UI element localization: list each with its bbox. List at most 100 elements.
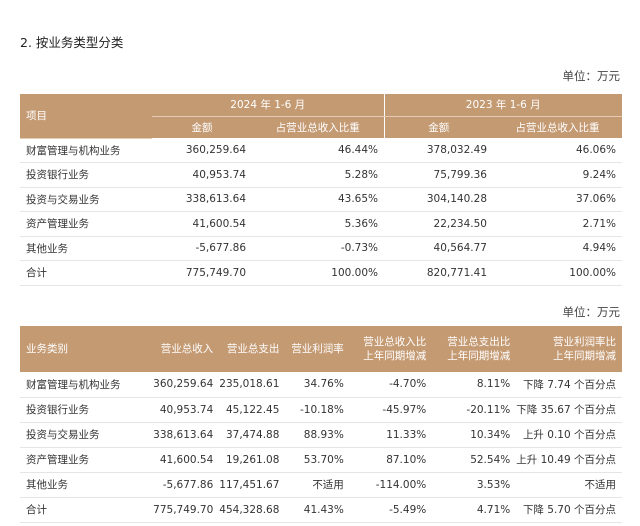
cost-change: -20.11%	[432, 397, 517, 423]
amount-2023: 304,140.28	[384, 187, 493, 212]
row-name: 合计	[20, 497, 140, 523]
margin: 不适用	[285, 472, 350, 498]
cost-change: 52.54%	[432, 447, 517, 473]
header-ratio-2023: 占营业总收入比重	[515, 121, 600, 134]
amount-2024: -5,677.86	[152, 236, 252, 261]
ratio-2023: 46.06%	[493, 138, 622, 163]
revenue-share-table: 项目 2024 年 1-6 月 2023 年 1-6 月 金额 占营业总收入比重…	[20, 94, 622, 286]
ratio-2024: 46.44%	[252, 138, 384, 163]
revenue-change: -4.70%	[349, 372, 433, 398]
header-revenue-change-line1: 营业总收入比	[363, 336, 427, 348]
revenue: 360,259.64	[139, 372, 220, 398]
row-name: 资产管理业务	[20, 447, 140, 473]
ratio-2023: 9.24%	[493, 162, 622, 188]
header-ratio-2024: 占营业总收入比重	[275, 121, 360, 134]
table-row-total: 合计 775,749.70 100.00% 820,771.41 100.00%	[20, 260, 622, 286]
table-row: 其他业务 -5,677.86 117,451.67 不适用 -114.00% 3…	[20, 472, 622, 498]
margin-change: 下降 35.67 个百分点	[516, 397, 622, 423]
table-row: 投资与交易业务 338,613.64 37,474.88 88.93% 11.3…	[20, 422, 622, 448]
margin-change: 上升 10.49 个百分点	[516, 447, 622, 473]
header-amount-2024: 金额	[191, 121, 213, 134]
revenue-change: 87.10%	[349, 447, 433, 473]
row-name: 投资银行业务	[20, 162, 152, 188]
revenue: 41,600.54	[139, 447, 220, 473]
table-row: 其他业务 -5,677.86 -0.73% 40,564.77 4.94%	[20, 236, 622, 261]
cost-change: 8.11%	[432, 372, 517, 398]
margin-change: 下降 5.70 个百分点	[516, 497, 622, 523]
unit-label: 单位：万元	[562, 69, 621, 83]
cost-change: 10.34%	[432, 422, 517, 448]
revenue-change: -114.00%	[349, 472, 433, 498]
amount-2023: 22,234.50	[384, 211, 493, 237]
margin: 53.70%	[285, 447, 350, 473]
amount-2024: 338,613.64	[152, 187, 252, 212]
table-row: 投资银行业务 40,953.74 5.28% 75,799.36 9.24%	[20, 162, 622, 188]
header-margin-change: 营业利润率比 上年同期增减	[516, 326, 622, 372]
amount-2024: 41,600.54	[152, 211, 252, 237]
revenue: 338,613.64	[139, 422, 220, 448]
row-name: 其他业务	[20, 472, 140, 498]
row-name: 财富管理与机构业务	[20, 372, 140, 398]
ratio-2023: 4.94%	[493, 236, 622, 261]
header-revenue: 营业总收入	[160, 343, 214, 355]
revenue: 775,749.70	[139, 497, 220, 523]
table-row: 投资与交易业务 338,613.64 43.65% 304,140.28 37.…	[20, 187, 622, 212]
margin: -10.18%	[285, 397, 350, 423]
margin: 41.43%	[285, 497, 350, 523]
header-item: 项目	[20, 94, 152, 139]
margin-change: 下降 7.74 个百分点	[516, 372, 622, 398]
cost-change: 3.53%	[432, 472, 517, 498]
header-period-2023: 2023 年 1-6 月	[383, 94, 622, 117]
amount-2023: 378,032.49	[384, 138, 493, 163]
unit-label: 单位：万元	[562, 305, 621, 319]
cost-change: 4.71%	[432, 497, 517, 523]
cost: 117,451.67	[219, 472, 286, 498]
amount-2024: 40,953.74	[152, 162, 252, 188]
revenue: 40,953.74	[139, 397, 220, 423]
row-name: 财富管理与机构业务	[20, 138, 152, 163]
table-row: 财富管理与机构业务 360,259.64 46.44% 378,032.49 4…	[20, 138, 622, 163]
margin: 88.93%	[285, 422, 350, 448]
row-name: 资产管理业务	[20, 211, 152, 237]
ratio-2023: 2.71%	[493, 211, 622, 237]
header-cost-change-line1: 营业总支出比	[447, 336, 511, 348]
profit-margin-table: 业务类别 营业总收入 营业总支出 营业利润率 营业总收入比 上年同期增减 营业总…	[20, 326, 622, 523]
header-cost: 营业总支出	[226, 343, 280, 355]
header-period-2024: 2024 年 1-6 月	[152, 94, 384, 117]
table-row-total: 合计 775,749.70 454,328.68 41.43% -5.49% 4…	[20, 497, 622, 523]
header-revenue-change-line2: 上年同期增减	[363, 350, 427, 362]
header-amount-2023: 金额	[383, 116, 493, 138]
header-margin: 营业利润率	[291, 343, 344, 355]
header-cost-change-line2: 上年同期增减	[447, 350, 511, 362]
margin-change: 不适用	[516, 472, 622, 498]
revenue: -5,677.86	[139, 472, 220, 498]
amount-2024: 360,259.64	[152, 138, 252, 163]
ratio-2023: 100.00%	[493, 260, 622, 286]
row-name: 合计	[20, 260, 152, 286]
header-category: 业务类别	[26, 343, 68, 355]
cost: 37,474.88	[219, 422, 286, 448]
row-name: 其他业务	[20, 236, 152, 261]
table-row: 资产管理业务 41,600.54 19,261.08 53.70% 87.10%…	[20, 447, 622, 473]
table-row: 资产管理业务 41,600.54 5.36% 22,234.50 2.71%	[20, 211, 622, 237]
table-row: 投资银行业务 40,953.74 45,122.45 -10.18% -45.9…	[20, 397, 622, 423]
revenue-change: -5.49%	[349, 497, 433, 523]
ratio-2023: 37.06%	[493, 187, 622, 212]
ratio-2024: -0.73%	[252, 236, 384, 261]
ratio-2024: 100.00%	[252, 260, 384, 286]
cost: 235,018.61	[219, 372, 286, 398]
header-margin-change-line2: 上年同期增减	[553, 350, 616, 362]
table-row: 财富管理与机构业务 360,259.64 235,018.61 34.76% -…	[20, 372, 622, 398]
cost: 454,328.68	[219, 497, 286, 523]
ratio-2024: 5.28%	[252, 162, 384, 188]
margin-change: 上升 0.10 个百分点	[516, 422, 622, 448]
section-title: 2. 按业务类型分类	[20, 35, 124, 50]
amount-2023: 75,799.36	[384, 162, 493, 188]
ratio-2024: 43.65%	[252, 187, 384, 212]
header-cost-change: 营业总支出比 上年同期增减	[432, 326, 516, 372]
row-name: 投资银行业务	[20, 397, 140, 423]
header-margin-change-line1: 营业利润率比	[553, 336, 616, 348]
row-name: 投资与交易业务	[20, 187, 152, 212]
header-revenue-change: 营业总收入比 上年同期增减	[350, 326, 432, 372]
amount-2023: 40,564.77	[384, 236, 493, 261]
